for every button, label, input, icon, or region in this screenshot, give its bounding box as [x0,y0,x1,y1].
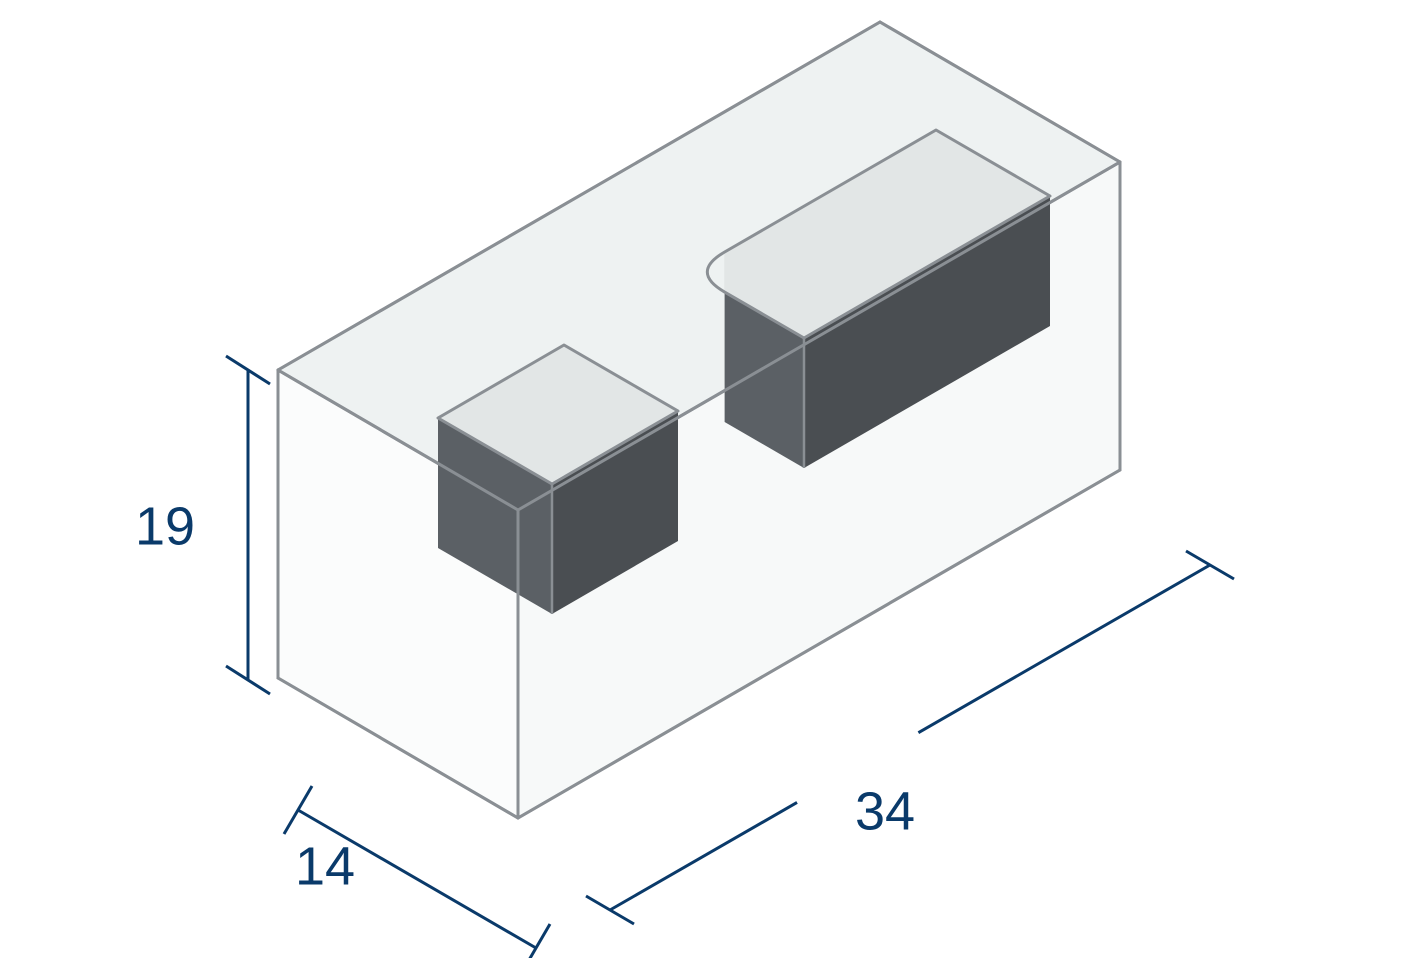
dimension-length-label: 34 [855,781,915,841]
dimension-width-label: 14 [295,836,355,896]
dimension-height-label: 19 [135,496,195,556]
concrete-block-diagram: 19 14 34 [0,0,1428,958]
concrete-block [278,22,1120,818]
